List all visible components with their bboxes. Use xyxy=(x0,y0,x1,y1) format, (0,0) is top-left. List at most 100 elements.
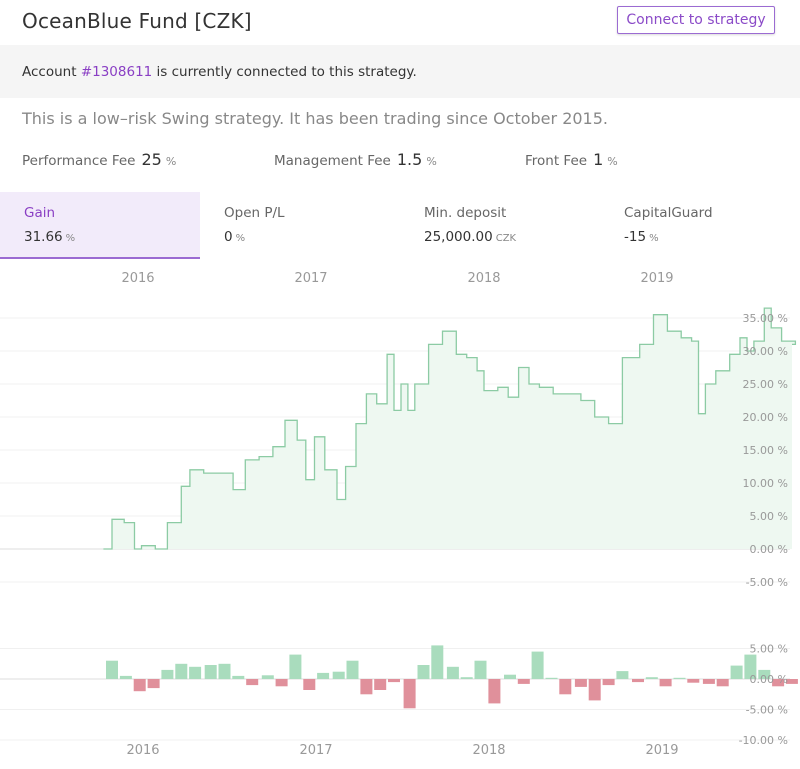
gain-y-tick: 5.00 % xyxy=(750,510,788,523)
monthly-y-tick: -5.00 % xyxy=(746,704,788,717)
page-title: OceanBlue Fund [CZK] xyxy=(22,9,252,33)
top-year-labels: 2016 2017 2018 2019 xyxy=(121,271,673,286)
tab-gain[interactable]: Gain 31.66% xyxy=(0,192,200,259)
monthly-bar xyxy=(545,677,558,679)
monthly-bar xyxy=(289,654,302,679)
year-label-bottom: 2017 xyxy=(299,743,332,758)
stat-value: 31.66% xyxy=(24,229,75,245)
stat-number: 0 xyxy=(224,229,233,245)
gain-area-layer xyxy=(103,307,797,550)
gain-chart: 35.00 % 30.00 % 25.00 % 20.00 % 15.00 % 10.00… xyxy=(0,271,798,758)
monthly-bar xyxy=(702,679,715,684)
monthly-bar xyxy=(261,675,274,679)
monthly-bar xyxy=(673,677,686,679)
monthly-bar xyxy=(204,665,217,679)
monthly-bar xyxy=(133,679,146,692)
account-link[interactable]: #1308611 xyxy=(80,64,153,80)
monthly-bar xyxy=(758,669,771,679)
monthly-bar xyxy=(772,679,785,687)
fees-row: Performance Fee 25% Management Fee 1.5% Fr… xyxy=(0,150,800,174)
monthly-bar xyxy=(504,674,516,679)
stat-number: 25,000.00 xyxy=(424,229,493,245)
stat-value: 25,000.00 CZK xyxy=(424,229,516,245)
stat-unit: CZK xyxy=(495,233,517,244)
tab-capitalguard[interactable]: CapitalGuard -15% xyxy=(600,192,800,259)
monthly-bar xyxy=(346,660,359,679)
monthly-bar xyxy=(531,651,544,679)
stat-unit: % xyxy=(65,233,76,244)
fee-label: Performance Fee xyxy=(22,153,136,169)
monthly-bar xyxy=(588,679,601,701)
stat-label: Open P/L xyxy=(224,205,285,221)
fee-value: 25 xyxy=(141,150,162,169)
fee-unit: % xyxy=(607,155,618,168)
monthly-bar xyxy=(730,665,743,679)
year-label-top: 2017 xyxy=(294,271,327,286)
monthly-bar xyxy=(687,679,700,683)
gain-y-tick: 20.00 % xyxy=(743,411,788,424)
gain-y-tick: 25.00 % xyxy=(743,378,788,391)
monthly-bar xyxy=(460,677,473,679)
stat-value: -15% xyxy=(624,229,659,245)
stat-value: 0% xyxy=(224,229,245,245)
monthly-bar xyxy=(189,666,202,679)
gain-y-tick: 15.00 % xyxy=(743,444,788,457)
stat-label: CapitalGuard xyxy=(624,205,713,221)
monthly-bar xyxy=(645,677,658,679)
monthly-bar xyxy=(374,679,387,690)
bottom-year-labels: 2016 2017 2018 2019 xyxy=(126,743,678,758)
fee-value: 1.5 xyxy=(396,150,423,169)
gain-y-tick: 0.00 % xyxy=(750,543,788,556)
monthly-gridlines xyxy=(0,648,790,741)
monthly-bar xyxy=(275,679,288,687)
stat-label: Gain xyxy=(24,205,56,221)
monthly-bar xyxy=(317,672,330,679)
gain-y-tick: 35.00 % xyxy=(743,312,788,325)
front-fee: Front Fee 1% xyxy=(525,150,618,169)
year-label-bottom: 2018 xyxy=(472,743,505,758)
tab-open-pl[interactable]: Open P/L 0% xyxy=(200,192,400,259)
monthly-y-tick: 5.00 % xyxy=(750,643,788,656)
monthly-axis-labels: 5.00 % 0.00 % -5.00 % -10.00 % xyxy=(739,643,788,748)
monthly-bar xyxy=(632,679,644,683)
monthly-bar xyxy=(232,675,245,679)
monthly-bar xyxy=(616,671,629,679)
monthly-bar xyxy=(403,679,416,709)
fee-label: Management Fee xyxy=(274,153,391,169)
year-label-bottom: 2019 xyxy=(645,743,678,758)
monthly-bars-layer xyxy=(106,645,798,709)
monthly-bar xyxy=(446,666,459,679)
performance-fee: Performance Fee 25% xyxy=(22,150,176,169)
header: OceanBlue Fund [CZK] Connect to strategy xyxy=(0,0,800,45)
monthly-bar xyxy=(659,679,672,687)
monthly-bar xyxy=(161,669,174,679)
fee-label: Front Fee xyxy=(525,153,588,169)
fee-unit: % xyxy=(426,155,437,168)
monthly-bar xyxy=(303,679,316,690)
stat-unit: % xyxy=(235,233,246,244)
monthly-bar xyxy=(574,679,587,687)
connect-to-strategy-button[interactable]: Connect to strategy xyxy=(617,6,775,34)
fee-unit: % xyxy=(165,155,177,168)
gain-y-tick: 30.00 % xyxy=(743,345,788,358)
monthly-bar xyxy=(246,679,259,686)
monthly-bar xyxy=(360,679,373,695)
monthly-bar xyxy=(559,679,572,695)
management-fee: Management Fee 1.5% xyxy=(274,150,437,169)
account-status: Account #1308611 is currently connected … xyxy=(22,64,417,80)
monthly-bar xyxy=(474,660,487,679)
gain-series-line xyxy=(103,307,797,550)
gain-area-fill xyxy=(103,308,796,549)
year-label-bottom: 2016 xyxy=(126,743,159,758)
year-label-top: 2019 xyxy=(640,271,673,286)
stats-tabs: Gain 31.66% Open P/L 0% Min. deposit 25,… xyxy=(0,192,800,259)
monthly-bar xyxy=(744,654,757,679)
tab-min-deposit[interactable]: Min. deposit 25,000.00 CZK xyxy=(400,192,600,259)
monthly-y-tick: -10.00 % xyxy=(739,734,788,747)
strategy-description: This is a low–risk Swing strategy. It ha… xyxy=(22,109,608,128)
monthly-bar xyxy=(175,663,188,680)
stat-unit: % xyxy=(649,233,659,244)
stat-label: Min. deposit xyxy=(424,205,507,221)
year-label-top: 2016 xyxy=(121,271,154,286)
monthly-bar xyxy=(332,671,345,679)
